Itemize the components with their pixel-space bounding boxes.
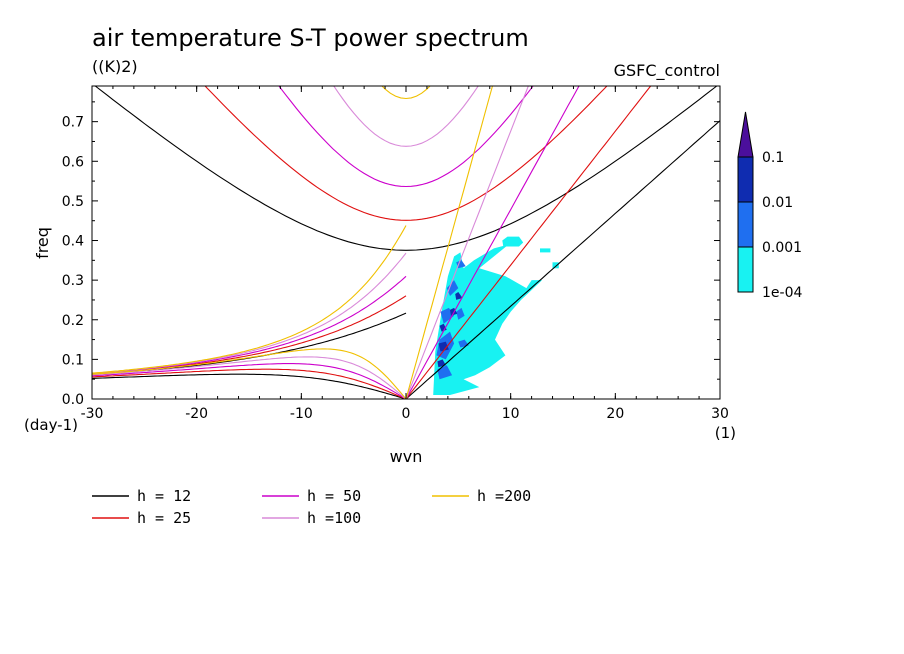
ig-curve-1 (204, 86, 608, 221)
plot-frame (91, 85, 721, 400)
y-tick-label: 0.7 (62, 115, 84, 131)
power-region-13 (439, 323, 447, 332)
x-unit-label: (1) (715, 424, 736, 442)
legend-label: h = 50 (307, 487, 361, 505)
y-tick-label: 0.3 (62, 273, 84, 289)
kelvin-curve-2 (405, 86, 580, 399)
power-region-2 (540, 248, 551, 253)
x-tick-label: 10 (502, 406, 520, 422)
power-region-14 (455, 292, 463, 300)
x-tick-label: -10 (290, 406, 313, 422)
power-region-1 (502, 236, 524, 247)
power-regions (433, 236, 559, 395)
power-region-8 (437, 365, 453, 380)
legend-label: h =100 (307, 509, 361, 527)
colorbar-swatch (737, 156, 754, 203)
dispersion-curves (92, 86, 720, 399)
power-region-0 (433, 244, 543, 395)
ig-curve-4 (381, 86, 431, 100)
x-axis: -30 -20 -10 0 10 20 30 (81, 86, 729, 422)
y-axis: 0.0 0.1 0.2 0.3 0.4 0.5 0.6 0.7 (62, 101, 720, 408)
x-tick-label: -20 (185, 406, 208, 422)
rossby-curve-3 (92, 356, 407, 399)
kelvin-curve-0 (405, 120, 720, 399)
ig-curve-2 (278, 86, 534, 188)
legend-label: h =200 (477, 487, 531, 505)
units-label: ((K)2) (92, 57, 138, 76)
rossby-curve-2 (92, 363, 407, 399)
power-region-11 (438, 341, 449, 352)
colorbar-swatch (737, 201, 754, 248)
colorbar-label: 1e-04 (762, 285, 802, 301)
y-tick-label: 0.0 (62, 392, 84, 408)
mrg-curve-1 (92, 295, 407, 375)
kelvin-curve-3 (405, 86, 529, 399)
mrg-curve-4 (92, 225, 407, 374)
experiment-label: GSFC_control (614, 61, 720, 81)
legend-label: h = 12 (137, 487, 191, 505)
kelvin-curve-4 (405, 86, 494, 399)
rossby-curve-4 (92, 348, 407, 399)
y-axis-label: freq (33, 227, 52, 259)
legend: h = 12 h = 25 h = 50 h =100 h =200 (92, 487, 531, 527)
x-tick-label: -30 (81, 406, 104, 422)
y-tick-label: 0.4 (62, 234, 84, 250)
colorbar-label: 0.001 (762, 240, 802, 256)
y-tick-label: 0.5 (62, 194, 84, 210)
colorbar-label: 0.01 (762, 195, 793, 211)
kelvin-curve-1 (405, 86, 652, 399)
rossby-curve-1 (92, 368, 407, 399)
power-region-6 (446, 280, 459, 296)
y-tick-label: 0.1 (62, 352, 84, 368)
y-tick-label: 0.6 (62, 154, 84, 170)
colorbar: 0.1 0.01 0.001 1e-04 (737, 111, 802, 301)
y-unit-label: (day-1) (24, 416, 78, 434)
power-region-7 (456, 307, 465, 320)
x-axis-label: wvn (390, 447, 423, 466)
colorbar-label: 0.1 (762, 150, 784, 166)
ig-curve-3 (333, 86, 479, 147)
colorbar-swatch (737, 246, 754, 293)
x-tick-label: 20 (606, 406, 624, 422)
power-region-3 (552, 262, 559, 269)
colorbar-top-arrow (737, 111, 754, 158)
legend-label: h = 25 (137, 509, 191, 527)
ig-curve-0 (94, 86, 718, 251)
y-tick-label: 0.2 (62, 313, 84, 329)
x-tick-label: 0 (402, 406, 411, 422)
power-region-10 (456, 260, 466, 269)
chart-title: air temperature S-T power spectrum (92, 24, 529, 52)
x-tick-label: 30 (711, 406, 729, 422)
rossby-curve-0 (92, 373, 407, 399)
